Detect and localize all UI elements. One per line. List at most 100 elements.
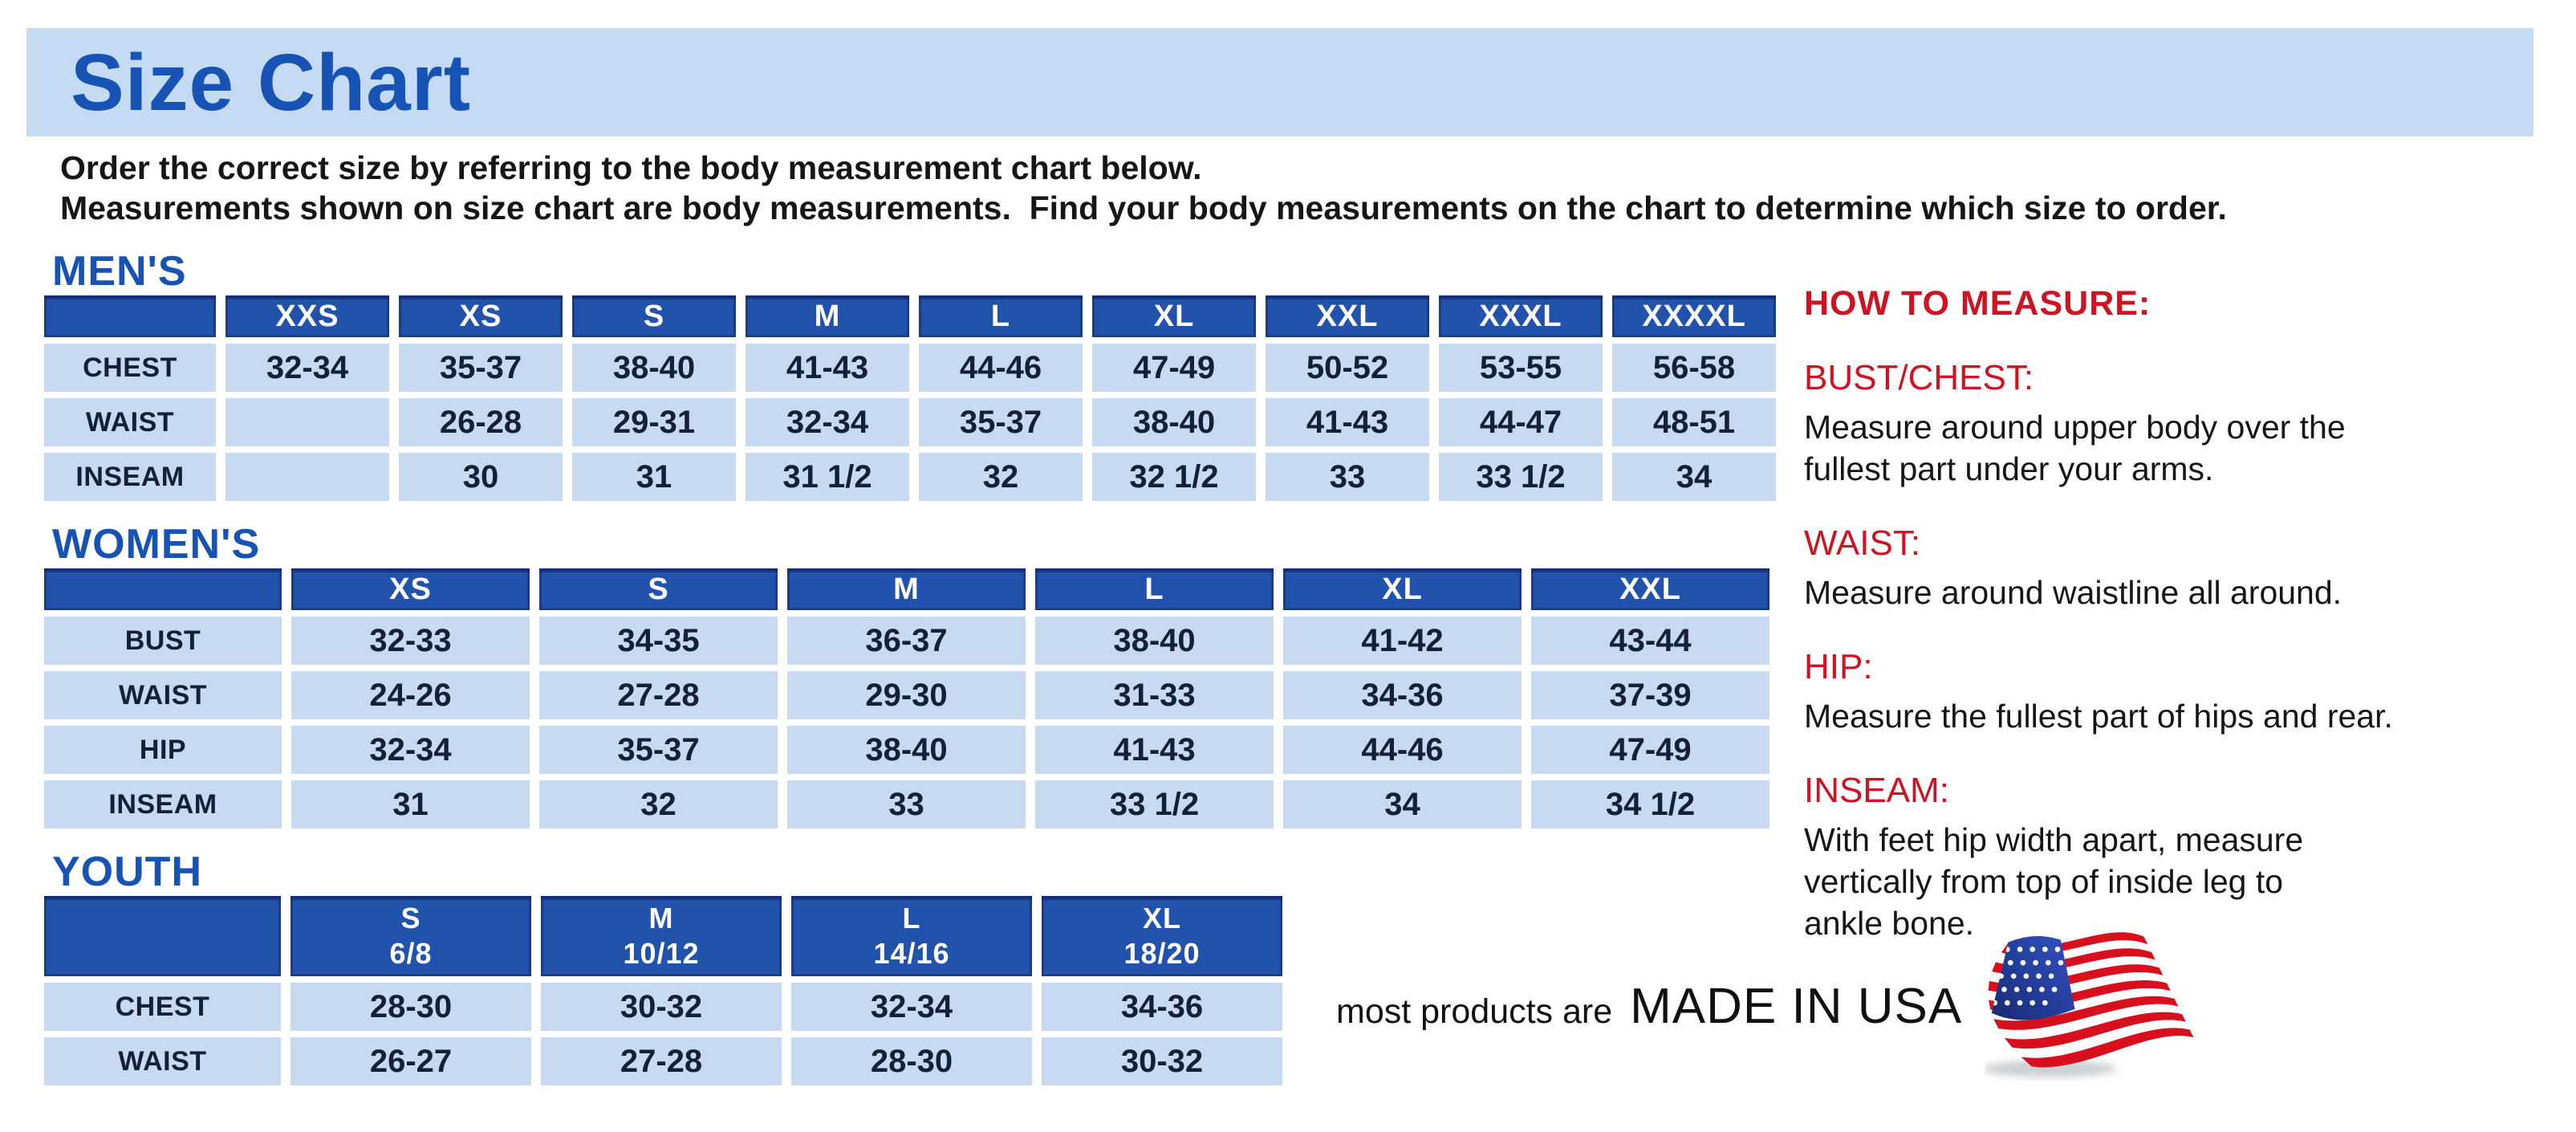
corner-cell: [44, 568, 282, 610]
intro-line-2: Measurements shown on size chart are bod…: [60, 189, 2227, 226]
size-cell: 31: [572, 453, 736, 501]
size-cell: 26-28: [399, 398, 563, 446]
made-in-usa-prefix: most products are: [1336, 992, 1613, 1031]
youth-size-table: S 6/8 M 10/12 L 14/16 XL 18/20 CHEST 28-30 30-…: [35, 890, 1292, 1092]
corner-cell: [44, 896, 281, 976]
column-header: M: [746, 295, 909, 337]
size-cell: 31: [291, 780, 530, 829]
mens-size-table: XXS XS S M L XL XXL XXXL XXXXL CHEST 32-34 35-37 38-…: [35, 289, 1786, 507]
measure-text: Measure the fullest part of hips and rea…: [1804, 698, 2393, 735]
size-cell: 56-58: [1612, 344, 1776, 392]
row-label: WAIST: [44, 671, 282, 719]
size-cell: 32-34: [746, 398, 909, 446]
size-cell: 38-40: [572, 344, 736, 392]
measure-label: BUST/CHEST:: [1804, 358, 2034, 397]
row-label: INSEAM: [44, 780, 282, 829]
column-header: L 14/16: [791, 896, 1032, 976]
column-header: XS: [399, 295, 563, 337]
size-cell: 32: [919, 453, 1083, 501]
size-cell: 26-27: [291, 1037, 531, 1085]
measure-text: Measure around upper body over the fulle…: [1804, 409, 2346, 487]
table-row: CHEST 32-34 35-37 38-40 41-43 44-46 47-49 50-52…: [44, 344, 1776, 392]
section-heading-womens: WOMEN'S: [52, 521, 261, 568]
how-to-measure-panel: HOW TO MEASURE: BUST/CHEST: Measure aroun…: [1804, 283, 2534, 944]
size-cell: 29-31: [572, 398, 736, 446]
size-cell: 30-32: [541, 983, 782, 1031]
size-cell: 32 1/2: [1092, 453, 1256, 501]
size-cell: [226, 398, 389, 446]
size-cell: 41-42: [1283, 617, 1522, 665]
measure-label: INSEAM:: [1804, 771, 1949, 810]
womens-size-table: XS S M L XL XXL BUST 32-33 34-35 36-37 38-40 41-42 4…: [35, 562, 1779, 835]
size-cell: 30: [399, 453, 563, 501]
intro-text: Order the correct size by referring to t…: [60, 148, 2227, 228]
size-cell: 34-36: [1283, 671, 1522, 719]
intro-line-1: Order the correct size by referring to t…: [60, 149, 1202, 186]
size-cell: 48-51: [1612, 398, 1776, 446]
made-in-usa-label: MADE IN USA: [1630, 978, 1963, 1034]
table-row: CHEST 28-30 30-32 32-34 34-36: [44, 983, 1282, 1031]
size-cell: 53-55: [1439, 344, 1603, 392]
size-cell: 29-30: [787, 671, 1026, 719]
measure-text: With feet hip width apart, measure verti…: [1804, 821, 2304, 942]
size-cell: 32-34: [226, 344, 389, 392]
size-cell: 44-47: [1439, 398, 1603, 446]
title-banner: Size Chart: [26, 28, 2533, 136]
size-cell: 38-40: [1035, 617, 1274, 665]
measure-item: HIP: Measure the fullest part of hips and…: [1804, 647, 2534, 737]
measure-text: Measure around waistline all around.: [1804, 574, 2342, 611]
column-header: L: [919, 295, 1083, 337]
size-cell: 47-49: [1092, 344, 1256, 392]
page-title: Size Chart: [71, 37, 472, 128]
column-header: S: [572, 295, 736, 337]
measure-item: INSEAM: With feet hip width apart, measur…: [1804, 771, 2534, 944]
table-row: BUST 32-33 34-35 36-37 38-40 41-42 43-44: [44, 617, 1769, 665]
size-cell: 32-33: [291, 617, 530, 665]
size-cell: [226, 453, 389, 501]
column-header: XXL: [1266, 295, 1429, 337]
size-cell: 27-28: [539, 671, 778, 719]
size-cell: 33: [787, 780, 1026, 829]
table-row: INSEAM 31 32 33 33 1/2 34 34 1/2: [44, 780, 1769, 829]
size-cell: 32: [539, 780, 778, 829]
size-cell: 30-32: [1042, 1037, 1282, 1085]
size-cell: 50-52: [1266, 344, 1429, 392]
column-header: XS: [291, 568, 530, 610]
size-cell: 34-35: [539, 617, 778, 665]
size-cell: 28-30: [291, 983, 531, 1031]
column-header: S: [539, 568, 778, 610]
measure-item: BUST/CHEST: Measure around upper body ove…: [1804, 358, 2534, 490]
how-to-measure-items: BUST/CHEST: Measure around upper body ove…: [1804, 358, 2534, 944]
column-header: XXL: [1531, 568, 1769, 610]
column-header: XXXL: [1439, 295, 1603, 337]
measure-label: HIP:: [1804, 647, 1873, 686]
size-cell: 33 1/2: [1439, 453, 1603, 501]
size-cell: 34: [1283, 780, 1522, 829]
size-cell: 32-34: [291, 726, 530, 774]
us-flag-icon: [1985, 932, 2194, 1078]
section-heading-mens: MEN'S: [52, 248, 187, 295]
size-cell: 35-37: [919, 398, 1083, 446]
table-row: WAIST 26-28 29-31 32-34 35-37 38-40 41-43 44-47…: [44, 398, 1776, 446]
row-label: CHEST: [44, 983, 281, 1031]
size-cell: 41-43: [746, 344, 909, 392]
column-header: L: [1035, 568, 1274, 610]
column-header: M: [787, 568, 1026, 610]
size-cell: 47-49: [1531, 726, 1769, 774]
size-cell: 35-37: [539, 726, 778, 774]
size-tables: MEN'S XXS XS S M L XL XXL XXXL XXXXL CHEST 32-34 35-…: [44, 234, 1810, 1097]
size-cell: 24-26: [291, 671, 530, 719]
column-header: XL 18/20: [1042, 896, 1282, 976]
size-cell: 34 1/2: [1531, 780, 1769, 829]
made-in-usa-row: most products are MADE IN USA: [1336, 931, 2206, 1081]
corner-cell: [44, 295, 216, 337]
size-cell: 44-46: [1283, 726, 1522, 774]
measure-label: WAIST:: [1804, 523, 1921, 563]
measure-item: WAIST: Measure around waistline all aroun…: [1804, 523, 2534, 613]
row-label: WAIST: [44, 1037, 281, 1085]
size-cell: 33 1/2: [1035, 780, 1274, 829]
size-cell: 38-40: [1092, 398, 1256, 446]
table-row: INSEAM 30 31 31 1/2 32 32 1/2 33 33 1/2 34: [44, 453, 1776, 501]
size-cell: 43-44: [1531, 617, 1769, 665]
size-cell: 34-36: [1042, 983, 1282, 1031]
